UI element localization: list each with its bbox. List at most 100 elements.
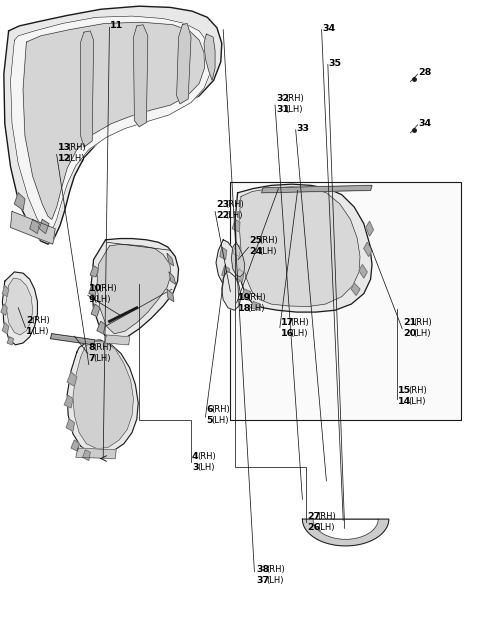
Text: 5: 5 bbox=[206, 417, 213, 425]
Text: (RH): (RH) bbox=[286, 94, 304, 103]
Polygon shape bbox=[233, 244, 241, 256]
Text: 27: 27 bbox=[307, 512, 321, 521]
Polygon shape bbox=[66, 419, 74, 431]
Polygon shape bbox=[167, 253, 174, 266]
Text: 34: 34 bbox=[323, 24, 336, 33]
Polygon shape bbox=[23, 22, 204, 219]
Text: (RH): (RH) bbox=[98, 284, 117, 293]
Text: 8: 8 bbox=[89, 344, 96, 352]
Polygon shape bbox=[169, 272, 176, 284]
Text: 14: 14 bbox=[398, 397, 412, 405]
Polygon shape bbox=[262, 185, 372, 193]
Text: (RH): (RH) bbox=[247, 293, 266, 302]
Polygon shape bbox=[366, 221, 373, 236]
Text: 22: 22 bbox=[216, 211, 229, 220]
Text: (LH): (LH) bbox=[408, 397, 425, 405]
Text: (LH): (LH) bbox=[197, 464, 214, 472]
Text: (RH): (RH) bbox=[31, 316, 50, 325]
Polygon shape bbox=[105, 335, 130, 345]
Polygon shape bbox=[91, 304, 100, 316]
Polygon shape bbox=[97, 245, 171, 334]
Polygon shape bbox=[167, 289, 174, 302]
Text: (LH): (LH) bbox=[94, 295, 111, 304]
Text: (LH): (LH) bbox=[247, 304, 264, 313]
Text: 9: 9 bbox=[89, 295, 96, 304]
Text: (LH): (LH) bbox=[67, 154, 84, 163]
Text: 24: 24 bbox=[250, 247, 263, 256]
Text: (LH): (LH) bbox=[290, 329, 308, 337]
Text: 35: 35 bbox=[329, 59, 342, 67]
Text: 20: 20 bbox=[403, 329, 416, 337]
Text: 7: 7 bbox=[89, 355, 96, 363]
Polygon shape bbox=[220, 247, 227, 260]
Text: 15: 15 bbox=[398, 386, 411, 394]
Text: 19: 19 bbox=[238, 293, 251, 302]
Polygon shape bbox=[235, 269, 244, 282]
Polygon shape bbox=[71, 440, 79, 451]
Text: (LH): (LH) bbox=[259, 247, 276, 256]
Polygon shape bbox=[73, 341, 133, 449]
Polygon shape bbox=[359, 265, 367, 278]
Polygon shape bbox=[11, 211, 55, 244]
Text: (LH): (LH) bbox=[94, 355, 111, 363]
Text: (LH): (LH) bbox=[413, 329, 430, 337]
Text: 37: 37 bbox=[257, 576, 270, 585]
Text: (RH): (RH) bbox=[317, 512, 336, 521]
Polygon shape bbox=[222, 266, 229, 278]
Polygon shape bbox=[2, 286, 9, 297]
Polygon shape bbox=[216, 240, 241, 289]
Text: (RH): (RH) bbox=[413, 318, 432, 326]
Polygon shape bbox=[64, 396, 73, 408]
Polygon shape bbox=[177, 23, 191, 104]
Polygon shape bbox=[67, 340, 138, 454]
Text: (RH): (RH) bbox=[266, 565, 285, 574]
Text: (LH): (LH) bbox=[31, 328, 48, 336]
Text: 3: 3 bbox=[192, 464, 199, 472]
Text: 33: 33 bbox=[297, 124, 310, 133]
Text: 31: 31 bbox=[276, 105, 289, 114]
Text: 1: 1 bbox=[26, 328, 33, 336]
Text: 12: 12 bbox=[58, 154, 71, 163]
Polygon shape bbox=[227, 281, 234, 289]
Text: 2: 2 bbox=[26, 316, 33, 325]
Text: (LH): (LH) bbox=[317, 523, 334, 532]
Text: 32: 32 bbox=[276, 94, 289, 103]
Text: (RH): (RH) bbox=[290, 318, 309, 326]
Polygon shape bbox=[14, 193, 25, 210]
Polygon shape bbox=[76, 448, 116, 459]
Polygon shape bbox=[7, 337, 13, 345]
Polygon shape bbox=[83, 450, 90, 460]
Polygon shape bbox=[39, 219, 49, 234]
Bar bbox=[230, 182, 461, 420]
Text: 4: 4 bbox=[192, 452, 199, 461]
Polygon shape bbox=[133, 25, 148, 127]
Text: 16: 16 bbox=[281, 329, 294, 337]
Polygon shape bbox=[90, 266, 98, 277]
Polygon shape bbox=[222, 272, 241, 310]
Polygon shape bbox=[2, 323, 9, 334]
Polygon shape bbox=[6, 278, 33, 335]
Text: 23: 23 bbox=[216, 200, 229, 209]
Text: 26: 26 bbox=[307, 523, 321, 532]
Polygon shape bbox=[1, 304, 7, 315]
Polygon shape bbox=[204, 34, 215, 80]
Polygon shape bbox=[232, 258, 240, 271]
Text: 6: 6 bbox=[206, 405, 213, 414]
Text: (RH): (RH) bbox=[259, 236, 278, 245]
Text: (RH): (RH) bbox=[67, 143, 86, 152]
Text: 25: 25 bbox=[250, 236, 263, 245]
Text: 18: 18 bbox=[238, 304, 251, 313]
Text: (LH): (LH) bbox=[226, 211, 243, 220]
Polygon shape bbox=[232, 219, 240, 232]
Text: 13: 13 bbox=[58, 143, 71, 152]
Text: 17: 17 bbox=[281, 318, 294, 326]
Polygon shape bbox=[364, 242, 372, 256]
Polygon shape bbox=[67, 372, 77, 386]
Text: (LH): (LH) bbox=[211, 417, 228, 425]
Polygon shape bbox=[241, 289, 251, 300]
Text: 11: 11 bbox=[110, 22, 124, 30]
Polygon shape bbox=[251, 302, 260, 310]
Text: (RH): (RH) bbox=[211, 405, 230, 414]
Polygon shape bbox=[91, 239, 179, 340]
Polygon shape bbox=[351, 283, 360, 295]
